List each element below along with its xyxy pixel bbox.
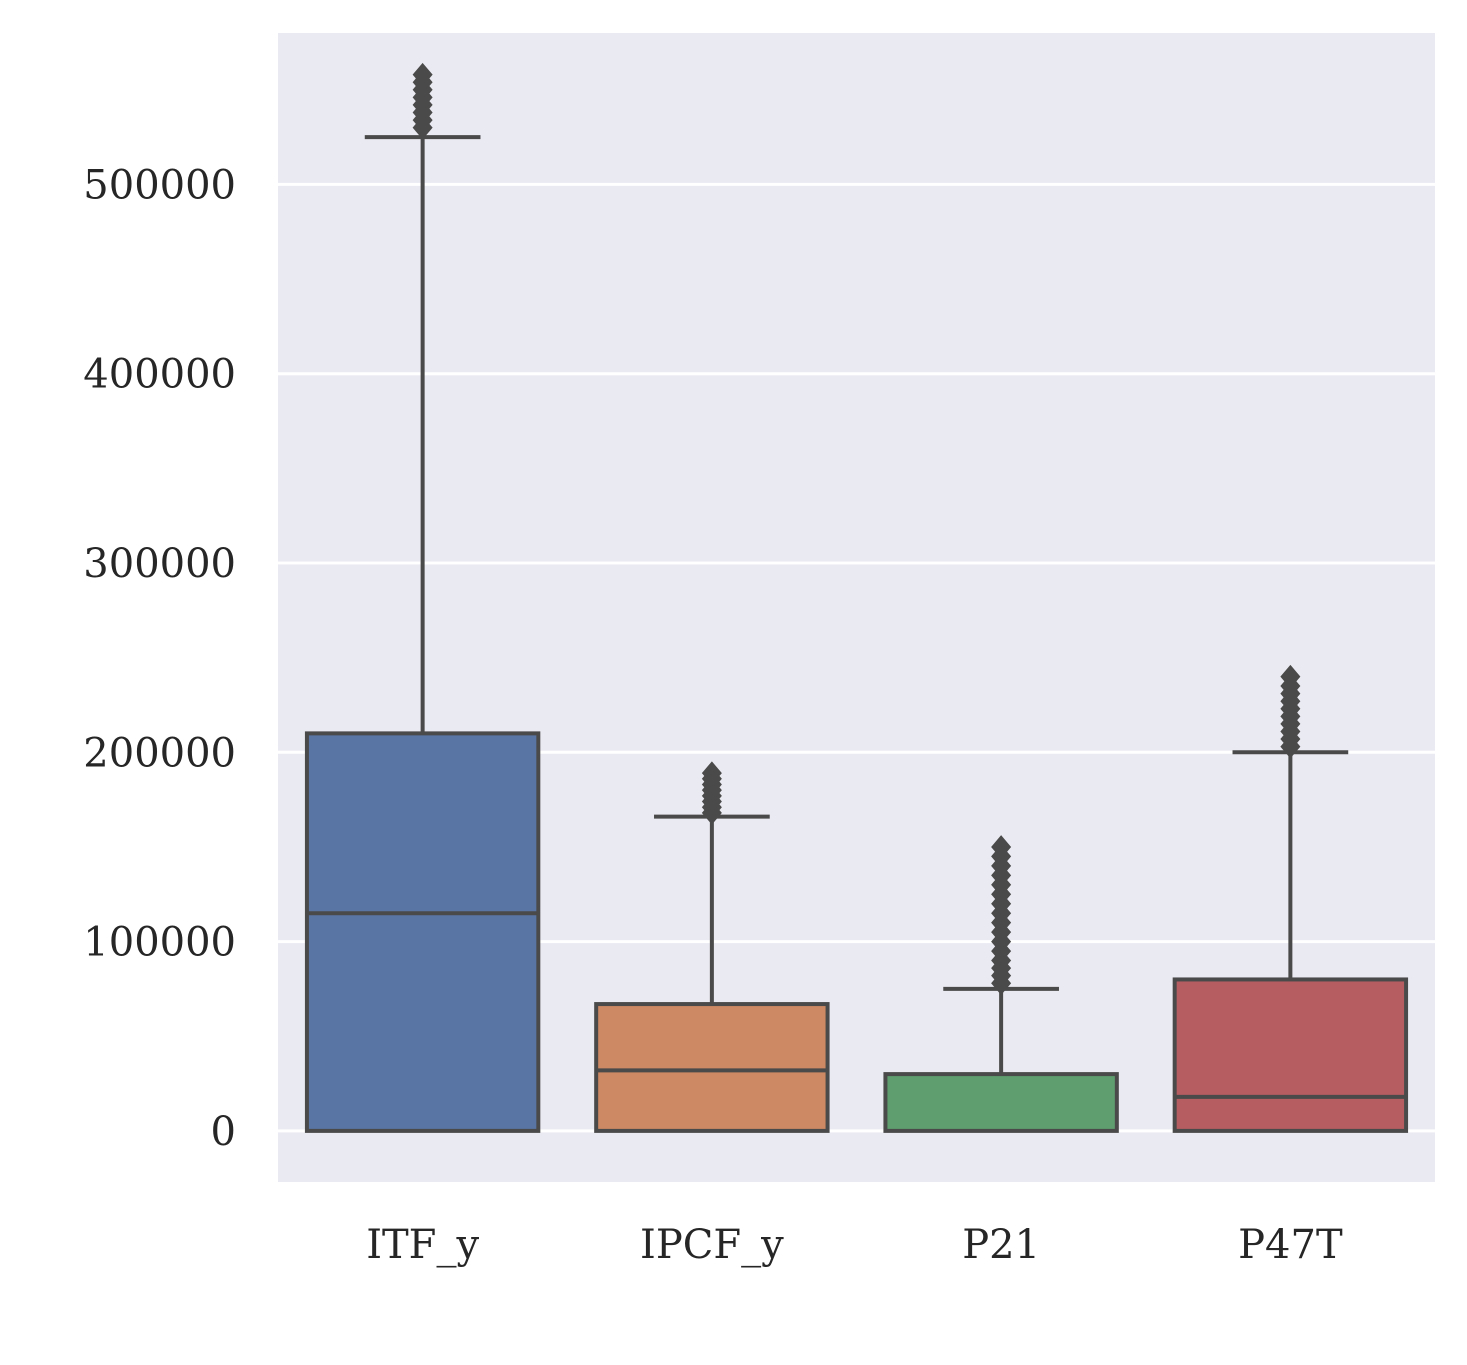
outlier-point xyxy=(701,761,722,785)
box-body xyxy=(594,1002,830,1133)
y-tick-label: 300000 xyxy=(83,541,236,587)
x-tick-label: IPCF_y xyxy=(640,1222,784,1268)
box-IPCF_y xyxy=(594,761,830,1133)
y-tick-label: 400000 xyxy=(83,352,236,398)
x-tick-label: ITF_y xyxy=(366,1222,479,1268)
box-P47T xyxy=(1172,664,1409,1133)
x-tick-label: P21 xyxy=(962,1222,1040,1268)
x-tick-label: P47T xyxy=(1238,1222,1343,1268)
box-P21 xyxy=(883,835,1119,1133)
y-tick-label: 200000 xyxy=(83,730,236,776)
x-tick-labels: ITF_y IPCF_y P21 P47T xyxy=(366,1222,1343,1268)
y-tick-labels: 0 100000 200000 300000 400000 500000 xyxy=(83,162,236,1154)
box-body xyxy=(1172,977,1409,1133)
box-body xyxy=(883,1072,1119,1133)
y-tick-label: 500000 xyxy=(83,162,236,208)
box-ITF_y xyxy=(304,62,541,1133)
outlier-point xyxy=(991,835,1012,859)
box-body xyxy=(304,731,541,1133)
outlier-point xyxy=(1280,664,1301,689)
y-tick-label: 100000 xyxy=(83,920,236,966)
boxes xyxy=(304,62,1409,1133)
y-tick-label: 0 xyxy=(211,1109,236,1155)
outlier-point xyxy=(412,62,433,87)
